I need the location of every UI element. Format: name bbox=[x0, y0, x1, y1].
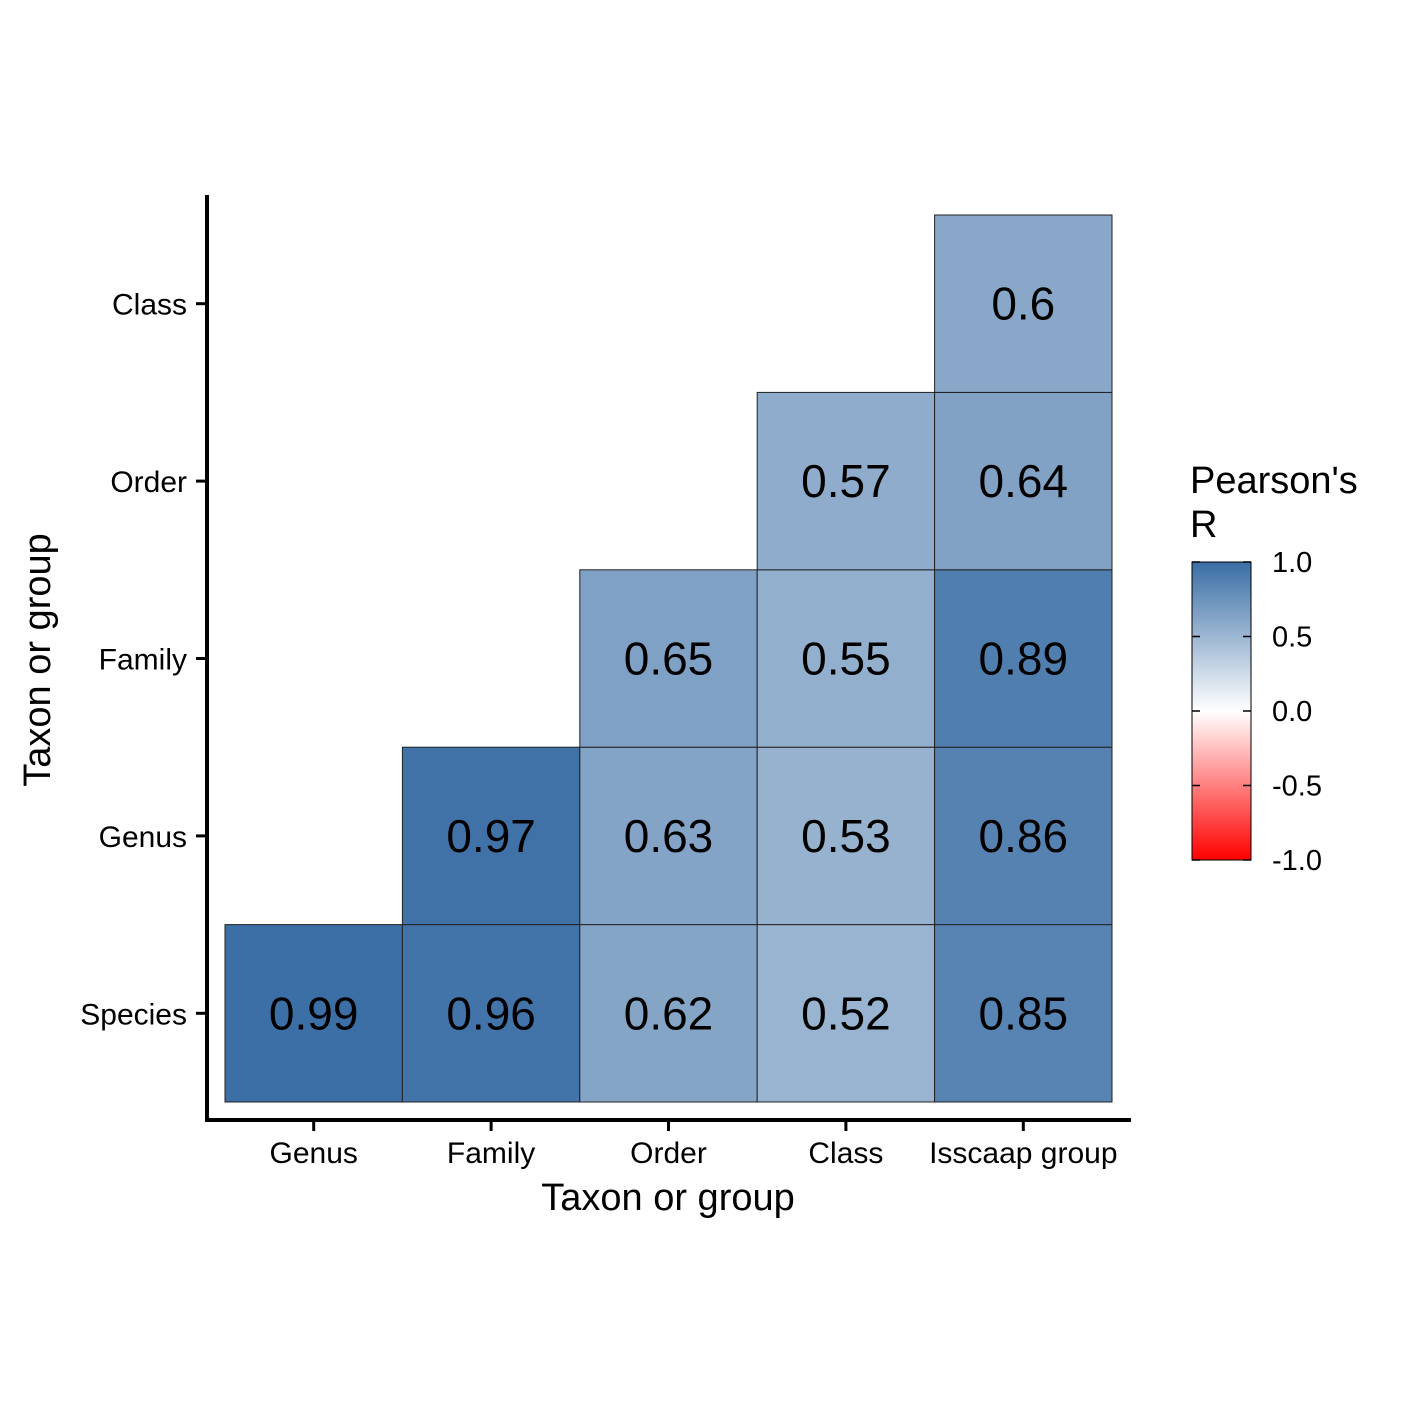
x-tick-label-isscaap-group: Isscaap group bbox=[929, 1137, 1117, 1170]
cell-value-label-species-class: 0.52 bbox=[801, 987, 891, 1039]
heatmap-cell-species-isscaap-group bbox=[934, 924, 1113, 1103]
heatmap-cell-species-family bbox=[401, 924, 581, 1103]
y-tick-label-order: Order bbox=[110, 466, 187, 499]
x-tick-label-genus: Genus bbox=[270, 1137, 358, 1170]
legend-title-line-2: R bbox=[1190, 504, 1217, 546]
heatmap-cell-family-isscaap-group bbox=[934, 569, 1113, 748]
legend-tick-label--0.5: -0.5 bbox=[1272, 771, 1322, 803]
legend-tick-label-0.5: 0.5 bbox=[1272, 622, 1312, 654]
cell-value-label-genus-order: 0.63 bbox=[624, 810, 714, 862]
cell-value-label-genus-isscaap-group: 0.86 bbox=[979, 810, 1069, 862]
cell-value-label-species-family: 0.96 bbox=[446, 987, 536, 1039]
heatmap-cell-genus-family bbox=[401, 746, 581, 926]
x-axis-title: Taxon or group bbox=[541, 1177, 795, 1219]
x-tick-label-family: Family bbox=[447, 1137, 535, 1170]
cell-value-label-species-isscaap-group: 0.85 bbox=[979, 987, 1069, 1039]
color-legend: Pearson's R 1.0 0.5 0.0 -0.5 -1.0 bbox=[1190, 460, 1358, 877]
heatmap-cell-genus-order bbox=[579, 746, 758, 926]
y-axis-title: Taxon or group bbox=[17, 533, 59, 787]
legend-title-line-1: Pearson's bbox=[1190, 460, 1358, 502]
heatmap-cell-order-class bbox=[756, 391, 936, 571]
cell-value-label-species-genus: 0.99 bbox=[269, 987, 359, 1039]
heatmap-cell-genus-isscaap-group bbox=[934, 746, 1113, 926]
cell-value-label-order-isscaap-group: 0.64 bbox=[979, 455, 1069, 507]
x-tick-label-class: Class bbox=[808, 1137, 883, 1170]
heatmap-cell-labels: 0.99 0.96 0.62 0.52 0.85 0.97 0.63 0.53 0.86 0.65… bbox=[269, 278, 1068, 1040]
y-tick-label-genus: Genus bbox=[99, 821, 187, 854]
x-axis-ticks: Genus Family Order Class Isscaap group bbox=[270, 1120, 1118, 1170]
y-tick-label-family: Family bbox=[99, 644, 187, 677]
heatmap-cell-family-order bbox=[579, 569, 758, 748]
y-tick-label-species: Species bbox=[80, 998, 187, 1031]
cell-value-label-family-class: 0.55 bbox=[801, 633, 891, 685]
y-tick-label-class: Class bbox=[112, 289, 187, 322]
x-tick-label-order: Order bbox=[630, 1137, 707, 1170]
cell-value-label-class-isscaap-group: 0.6 bbox=[991, 278, 1055, 330]
legend-color-bar bbox=[1191, 561, 1252, 861]
heatmap-cell-class-isscaap-group bbox=[934, 214, 1113, 393]
heatmap-cell-species-genus bbox=[224, 924, 403, 1103]
legend-tick-label-1.0: 1.0 bbox=[1272, 547, 1312, 579]
heatmap-cell-genus-class bbox=[756, 746, 936, 926]
cell-value-label-genus-class: 0.53 bbox=[801, 810, 891, 862]
heatmap-cell-species-class bbox=[756, 924, 936, 1103]
cell-value-label-family-isscaap-group: 0.89 bbox=[979, 633, 1069, 685]
cell-value-label-genus-family: 0.97 bbox=[446, 810, 536, 862]
legend-tick-label-0.0: 0.0 bbox=[1272, 696, 1312, 728]
y-axis-ticks: Species Genus Family Order Class bbox=[80, 289, 207, 1031]
legend-tick-label--1.0: -1.0 bbox=[1272, 845, 1322, 877]
legend-ticks: 1.0 0.5 0.0 -0.5 -1.0 bbox=[1192, 547, 1322, 877]
cell-value-label-family-order: 0.65 bbox=[624, 633, 714, 685]
cell-value-label-species-order: 0.62 bbox=[624, 987, 714, 1039]
cell-value-label-order-class: 0.57 bbox=[801, 455, 891, 507]
heatmap-cells bbox=[224, 214, 1113, 1103]
